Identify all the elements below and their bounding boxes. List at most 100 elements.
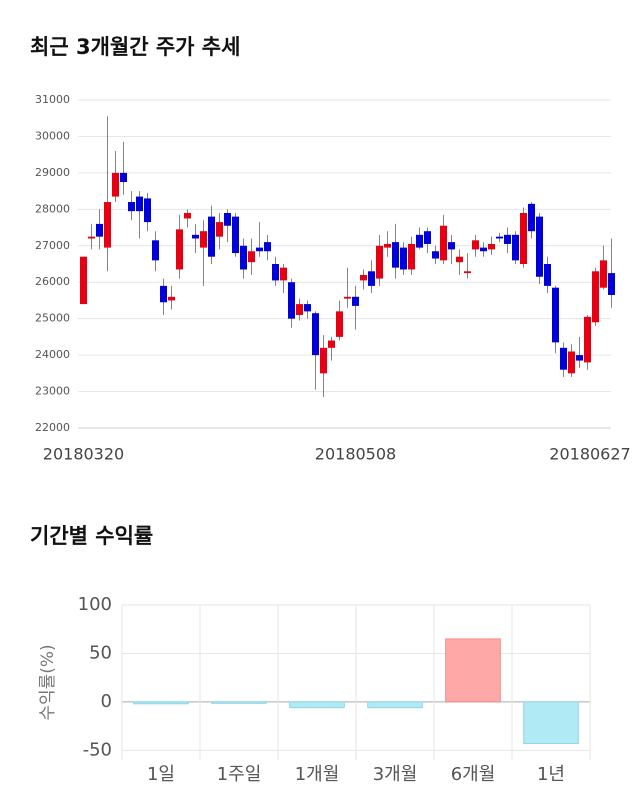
candle-body bbox=[256, 247, 263, 252]
candle-body bbox=[544, 264, 551, 286]
x-tick-label: 20180508 bbox=[315, 445, 396, 464]
bar bbox=[445, 638, 501, 703]
candle-body bbox=[312, 313, 319, 356]
candle-body bbox=[304, 304, 311, 312]
candle-body bbox=[536, 216, 543, 277]
candle-body bbox=[400, 247, 407, 270]
y-tick-label: 26000 bbox=[35, 275, 70, 288]
y-axis-title: 수익률(%) bbox=[38, 644, 58, 720]
y-tick-label: 25000 bbox=[35, 312, 70, 325]
candle-body bbox=[280, 267, 287, 281]
candle-body bbox=[344, 296, 351, 299]
candle-body bbox=[336, 311, 343, 337]
y-tick-label: 28000 bbox=[35, 202, 70, 215]
y-tick-label: 22000 bbox=[35, 421, 70, 434]
x-tick-label: 1주일 bbox=[217, 764, 262, 785]
chart-title: 기간별 수익률 bbox=[30, 524, 153, 548]
candle-body bbox=[480, 247, 487, 252]
candle-body bbox=[568, 351, 575, 374]
candle-body bbox=[80, 256, 87, 305]
candle-body bbox=[320, 347, 327, 374]
y-tick-label: 24000 bbox=[35, 348, 70, 361]
candle-body bbox=[368, 271, 375, 286]
candle-body bbox=[416, 234, 423, 248]
candle-body bbox=[424, 231, 431, 244]
y-tick-label: 100 bbox=[78, 594, 112, 615]
candle-body bbox=[96, 223, 103, 237]
candle-body bbox=[576, 355, 583, 361]
y-tick-label: 23000 bbox=[35, 385, 70, 398]
candle-body bbox=[600, 260, 607, 288]
candle-body bbox=[448, 242, 455, 250]
x-tick-label: 1년 bbox=[537, 764, 565, 785]
candle-body bbox=[560, 347, 567, 370]
x-tick-label: 1일 bbox=[147, 764, 175, 785]
candle-body bbox=[176, 229, 183, 270]
candle-body bbox=[512, 234, 519, 261]
candle-body bbox=[232, 216, 239, 254]
candle-body bbox=[88, 236, 95, 239]
candle-body bbox=[272, 264, 279, 281]
y-tick-label: -50 bbox=[83, 739, 112, 760]
candle-body bbox=[296, 304, 303, 316]
x-tick-label: 20180320 bbox=[43, 445, 124, 464]
candle-body bbox=[440, 225, 447, 261]
candle-body bbox=[264, 242, 271, 252]
bar bbox=[367, 701, 423, 709]
candle-body bbox=[112, 172, 119, 197]
candle-body bbox=[472, 240, 479, 250]
candle-body bbox=[328, 340, 335, 348]
candle-body bbox=[584, 316, 591, 363]
y-tick-label: 50 bbox=[89, 642, 112, 663]
candle-body bbox=[520, 212, 527, 264]
candle-body bbox=[160, 285, 167, 303]
candle-body bbox=[528, 203, 535, 232]
candle-body bbox=[552, 287, 559, 343]
x-tick-label: 20180627 bbox=[549, 445, 630, 464]
candle-body bbox=[224, 212, 231, 226]
candle-body bbox=[144, 198, 151, 223]
candle-body bbox=[360, 274, 367, 281]
y-tick-label: 0 bbox=[101, 691, 112, 712]
candle-body bbox=[208, 216, 215, 257]
candle-body bbox=[288, 282, 295, 319]
bar bbox=[523, 701, 579, 745]
candle-body bbox=[608, 273, 615, 295]
chart-title: 최근 3개월간 주가 추세 bbox=[30, 35, 240, 59]
candle-body bbox=[592, 271, 599, 323]
y-tick-label: 29000 bbox=[35, 166, 70, 179]
candle-body bbox=[136, 196, 143, 212]
candle-body bbox=[216, 222, 223, 237]
bar bbox=[133, 701, 189, 705]
x-tick-label: 6개월 bbox=[451, 764, 496, 785]
bar bbox=[289, 701, 345, 709]
candle-body bbox=[184, 212, 191, 219]
x-tick-label: 3개월 bbox=[373, 764, 418, 785]
candle-body bbox=[384, 243, 391, 248]
candle-body bbox=[392, 242, 399, 268]
candle-body bbox=[376, 245, 383, 279]
y-tick-label: 30000 bbox=[35, 129, 70, 142]
candle-body bbox=[432, 251, 439, 259]
y-tick-label: 31000 bbox=[35, 93, 70, 106]
candle-body bbox=[104, 202, 111, 248]
y-tick-label: 27000 bbox=[35, 239, 70, 252]
candle-body bbox=[456, 256, 463, 263]
candle-body bbox=[192, 234, 199, 239]
candle-body bbox=[128, 202, 135, 212]
x-tick-label: 1개월 bbox=[295, 764, 340, 785]
candle-body bbox=[504, 234, 511, 244]
candle-body bbox=[200, 231, 207, 248]
candle-body bbox=[240, 245, 247, 270]
candle-body bbox=[408, 243, 415, 270]
candle-body bbox=[248, 251, 255, 263]
candle-body bbox=[496, 236, 503, 239]
candle-body bbox=[352, 296, 359, 306]
candle-body bbox=[488, 243, 495, 250]
candle-body bbox=[152, 240, 159, 261]
candle-body bbox=[464, 271, 471, 274]
bar bbox=[211, 701, 267, 704]
candle-body bbox=[120, 172, 127, 182]
candle-body bbox=[168, 296, 175, 301]
